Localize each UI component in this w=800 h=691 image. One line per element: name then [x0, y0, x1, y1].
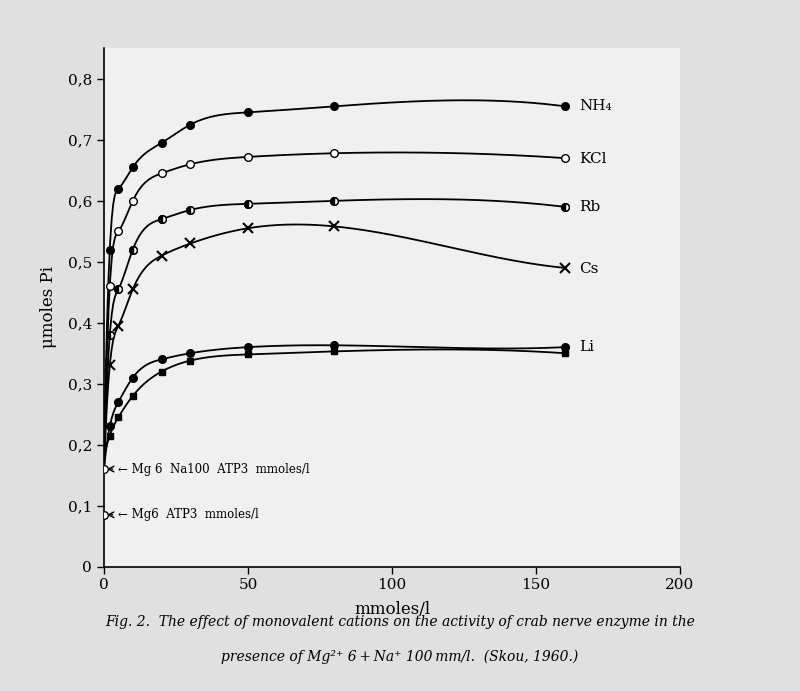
Text: KCl: KCl	[579, 152, 606, 167]
Text: Rb: Rb	[579, 200, 601, 214]
X-axis label: mmoles/l: mmoles/l	[354, 600, 430, 618]
Text: ← Mg6  ATP3  mmoles/l: ← Mg6 ATP3 mmoles/l	[118, 509, 259, 521]
Text: Fig. 2.  The effect of monovalent cations on the activity of crab nerve enzyme i: Fig. 2. The effect of monovalent cations…	[105, 615, 695, 629]
Text: NH₄: NH₄	[579, 100, 612, 113]
Text: presence of Mg²⁺ 6 + Na⁺ 100 mm/l.  (Skou, 1960.): presence of Mg²⁺ 6 + Na⁺ 100 mm/l. (Skou…	[222, 650, 578, 663]
Text: Cs: Cs	[579, 262, 598, 276]
Y-axis label: μmoles Pi: μmoles Pi	[40, 267, 57, 348]
Text: Li: Li	[579, 340, 594, 354]
Text: ← Mg 6  Na100  ATP3  mmoles/l: ← Mg 6 Na100 ATP3 mmoles/l	[118, 462, 310, 475]
